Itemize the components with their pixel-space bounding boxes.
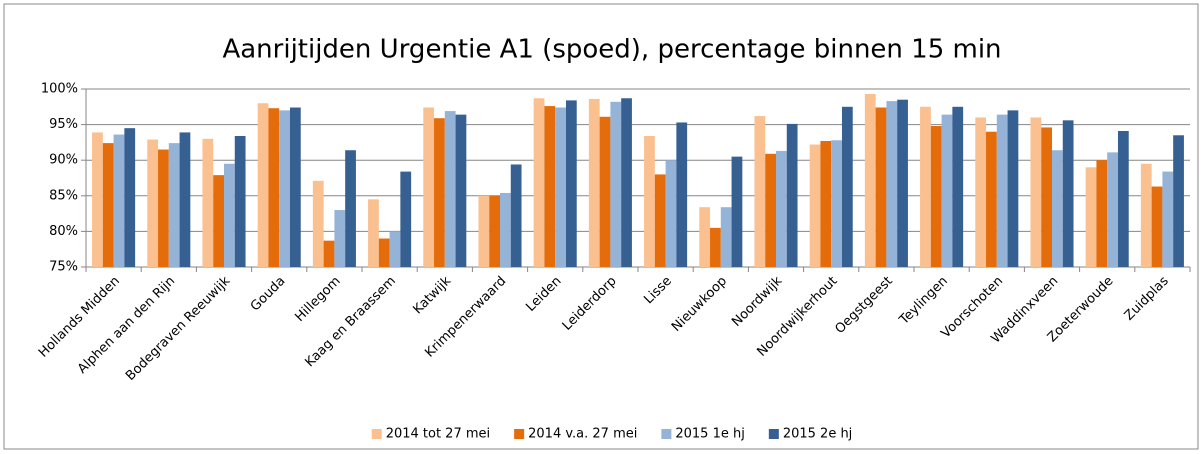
bar [754, 116, 766, 267]
bar [434, 118, 445, 267]
legend-label: 2014 v.a. 27 mei [528, 427, 637, 442]
bar [599, 116, 611, 267]
bar [920, 106, 931, 267]
legend-label: 2015 1e hj [675, 427, 744, 442]
y-tick-label: 90% [49, 153, 78, 168]
bar [1052, 150, 1063, 267]
bar [809, 144, 821, 267]
bar [1162, 171, 1174, 267]
bar [565, 100, 577, 267]
bar [720, 207, 732, 267]
bar [510, 164, 522, 267]
bar [533, 98, 545, 267]
legend-label: 2014 tot 27 mei [386, 427, 490, 442]
bar [975, 117, 987, 267]
bar [147, 139, 159, 267]
bar [234, 135, 246, 267]
bar [478, 195, 490, 267]
bar [334, 210, 346, 267]
legend-swatch [514, 429, 525, 439]
bar [665, 160, 677, 267]
bar [820, 140, 832, 267]
bar [786, 123, 798, 267]
bar [312, 180, 324, 267]
bar [224, 163, 235, 267]
bar [423, 107, 435, 268]
bar [831, 140, 842, 267]
bar [389, 231, 401, 267]
bar [710, 227, 721, 267]
bar [897, 99, 908, 268]
bar [1007, 110, 1019, 267]
bar [1151, 186, 1163, 267]
bar [765, 153, 776, 267]
bar [323, 240, 335, 267]
bar [941, 114, 953, 268]
y-tick-label: 75% [49, 260, 78, 275]
bar [841, 106, 853, 267]
bar [400, 171, 412, 267]
bar [444, 111, 456, 268]
bar [544, 106, 556, 267]
bar [455, 114, 467, 268]
bar [1107, 152, 1118, 267]
bar [555, 107, 566, 268]
bar [268, 108, 280, 267]
bar [676, 122, 688, 268]
bar [654, 174, 666, 267]
legend-swatch [661, 429, 672, 439]
bar [1096, 160, 1108, 267]
bar [213, 175, 224, 267]
bar [345, 150, 356, 267]
chart-title: Aanrijtijden Urgentie A1 (spoed), percen… [222, 35, 1001, 65]
y-tick-label: 100% [41, 82, 78, 97]
bar [699, 207, 711, 267]
bar [952, 106, 964, 267]
bar [610, 101, 622, 267]
bar [168, 143, 180, 267]
bar [588, 98, 600, 267]
bar [930, 126, 942, 267]
bar [1140, 163, 1152, 267]
bar [1085, 167, 1097, 267]
bar [102, 143, 114, 267]
bar [368, 199, 379, 267]
bar [289, 107, 301, 268]
bar [124, 128, 136, 267]
bar [1173, 135, 1184, 267]
y-tick-label: 80% [49, 224, 78, 239]
bar [1062, 120, 1074, 267]
bar [875, 107, 887, 268]
bar [202, 138, 214, 267]
bar [996, 114, 1008, 268]
bar [92, 132, 103, 267]
bar [986, 131, 997, 267]
bar [500, 192, 511, 267]
bar [257, 103, 269, 268]
legend-label: 2015 2e hj [783, 427, 852, 442]
bar [378, 238, 390, 267]
legend-swatch [768, 429, 779, 439]
bar [158, 149, 169, 267]
bar [1117, 131, 1129, 267]
bar [886, 101, 898, 267]
bar [644, 135, 655, 267]
bar [113, 134, 125, 267]
bar [621, 98, 632, 267]
bar [1030, 117, 1042, 267]
legend-swatch [371, 429, 382, 439]
bar [1041, 127, 1052, 267]
bar [489, 195, 500, 267]
bar [179, 132, 191, 267]
bar [864, 93, 876, 267]
y-tick-label: 85% [49, 188, 78, 203]
bar [776, 150, 787, 267]
y-tick-label: 95% [49, 117, 78, 132]
bar [731, 156, 743, 267]
bar [279, 110, 290, 267]
